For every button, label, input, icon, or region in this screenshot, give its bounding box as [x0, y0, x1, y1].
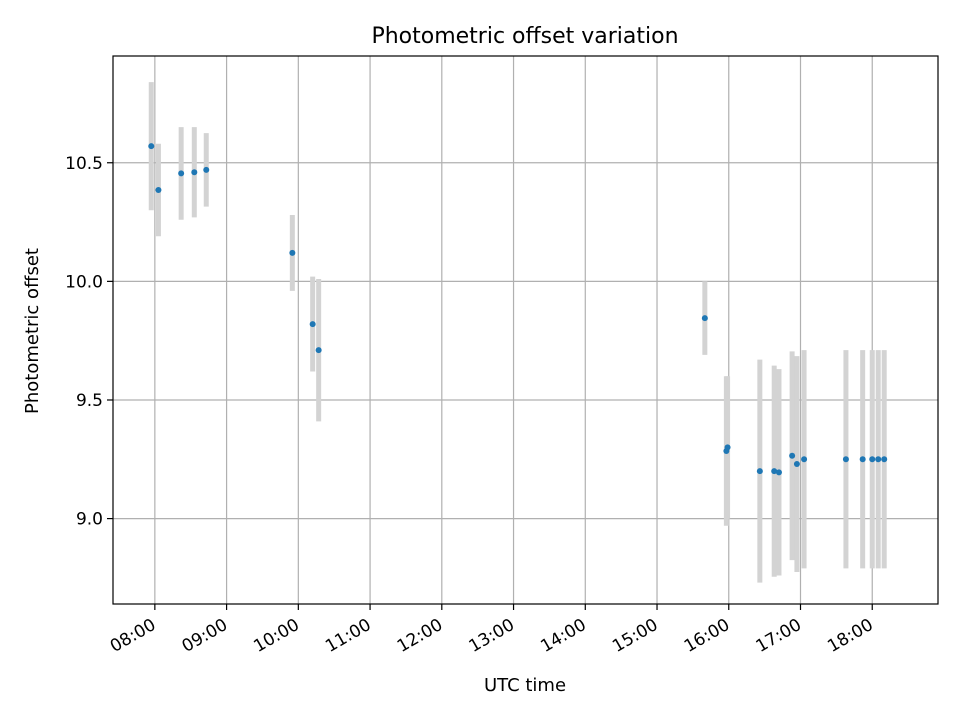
x-tick-label: 14:00: [537, 615, 589, 657]
y-axis-label: Photometric offset: [22, 248, 43, 414]
data-point: [756, 468, 763, 475]
x-tick-label: 13:00: [466, 615, 518, 657]
data-point: [775, 469, 782, 476]
data-point: [315, 347, 322, 354]
data-point: [842, 456, 849, 463]
data-point: [148, 143, 155, 150]
plot-frame: [112, 55, 939, 605]
data-point: [881, 456, 888, 463]
x-tick-label: 08:00: [107, 615, 159, 657]
data-point: [178, 170, 185, 177]
x-tick-label: 15:00: [609, 615, 661, 657]
x-tick-label: 12:00: [394, 615, 446, 657]
y-axis-ticks: 9.0 9.5 10.0 10.5: [65, 154, 113, 530]
data-point: [789, 452, 796, 459]
data-point: [289, 249, 296, 256]
error-bars: [148, 82, 887, 583]
data-point: [724, 444, 731, 451]
chart-title: Photometric offset variation: [371, 24, 678, 49]
x-tick-label: 18:00: [824, 615, 876, 657]
data-points: [148, 143, 888, 476]
data-point: [793, 461, 800, 468]
y-tick-label: 10.5: [65, 154, 103, 174]
data-point: [859, 456, 866, 463]
data-point: [309, 321, 316, 328]
x-tick-label: 16:00: [681, 615, 733, 657]
x-tick-label: 17:00: [753, 615, 805, 657]
x-axis-label: UTC time: [484, 675, 566, 696]
y-tick-label: 9.0: [76, 510, 103, 530]
y-tick-label: 10.0: [65, 272, 103, 292]
data-point: [701, 315, 708, 322]
x-tick-label: 10:00: [250, 615, 302, 657]
data-point: [191, 169, 198, 176]
data-point: [875, 456, 882, 463]
data-point: [801, 456, 808, 463]
grid: [113, 56, 938, 604]
x-tick-label: 11:00: [322, 615, 374, 657]
data-point: [771, 468, 778, 475]
x-tick-label: 09:00: [179, 615, 231, 657]
x-axis-ticks: 08:00 09:00 10:00 11:00 12:00 13:00 14:00 15:00…: [107, 604, 877, 657]
data-point: [155, 187, 162, 194]
data-point: [869, 456, 876, 463]
data-point: [203, 166, 210, 173]
y-tick-label: 9.5: [76, 391, 103, 411]
